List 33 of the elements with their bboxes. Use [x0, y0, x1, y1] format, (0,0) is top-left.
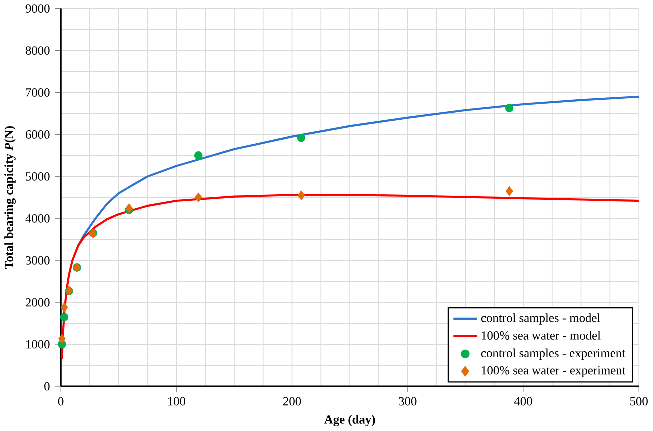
y-tick-label: 8000	[26, 46, 50, 55]
y-tick-label: 1000	[26, 340, 50, 349]
y-tick-label: 7000	[26, 88, 50, 97]
point	[126, 204, 133, 214]
point	[60, 302, 68, 312]
y-tick-label: 4000	[26, 214, 50, 223]
point	[58, 334, 66, 344]
x-tick-label: 400	[514, 397, 532, 406]
point	[194, 151, 203, 160]
point	[298, 190, 306, 200]
y-tick-label: 9000	[26, 4, 50, 13]
point	[505, 104, 514, 112]
line-series	[77, 96, 640, 247]
legend-label: 100% sea water - experiment	[482, 366, 626, 378]
point	[506, 186, 514, 196]
x-tick-label: 200	[283, 397, 302, 406]
legend-label: 100% sea water - model	[482, 331, 601, 340]
x-tick-label: 500	[630, 397, 648, 406]
x-tick-label: 300	[399, 397, 417, 406]
legend-label: control samples - model	[481, 314, 600, 325]
point	[60, 313, 69, 322]
point	[194, 192, 202, 202]
legend-label: control samples - experiment	[481, 348, 626, 360]
y-tick-label: 2000	[26, 298, 50, 307]
y-axis-title: Total bearing capicity P(N)	[4, 126, 16, 270]
x-tick-label: 100	[168, 397, 186, 406]
point	[297, 134, 306, 142]
x-axis-title: Age (day)	[324, 415, 376, 426]
y-tick-label: 3000	[26, 256, 50, 265]
x-tick-label: 0	[58, 397, 64, 406]
y-tick-label: 5000	[26, 172, 50, 181]
y-tick-label: 6000	[26, 130, 50, 139]
y-tick-label: 0	[44, 382, 50, 391]
